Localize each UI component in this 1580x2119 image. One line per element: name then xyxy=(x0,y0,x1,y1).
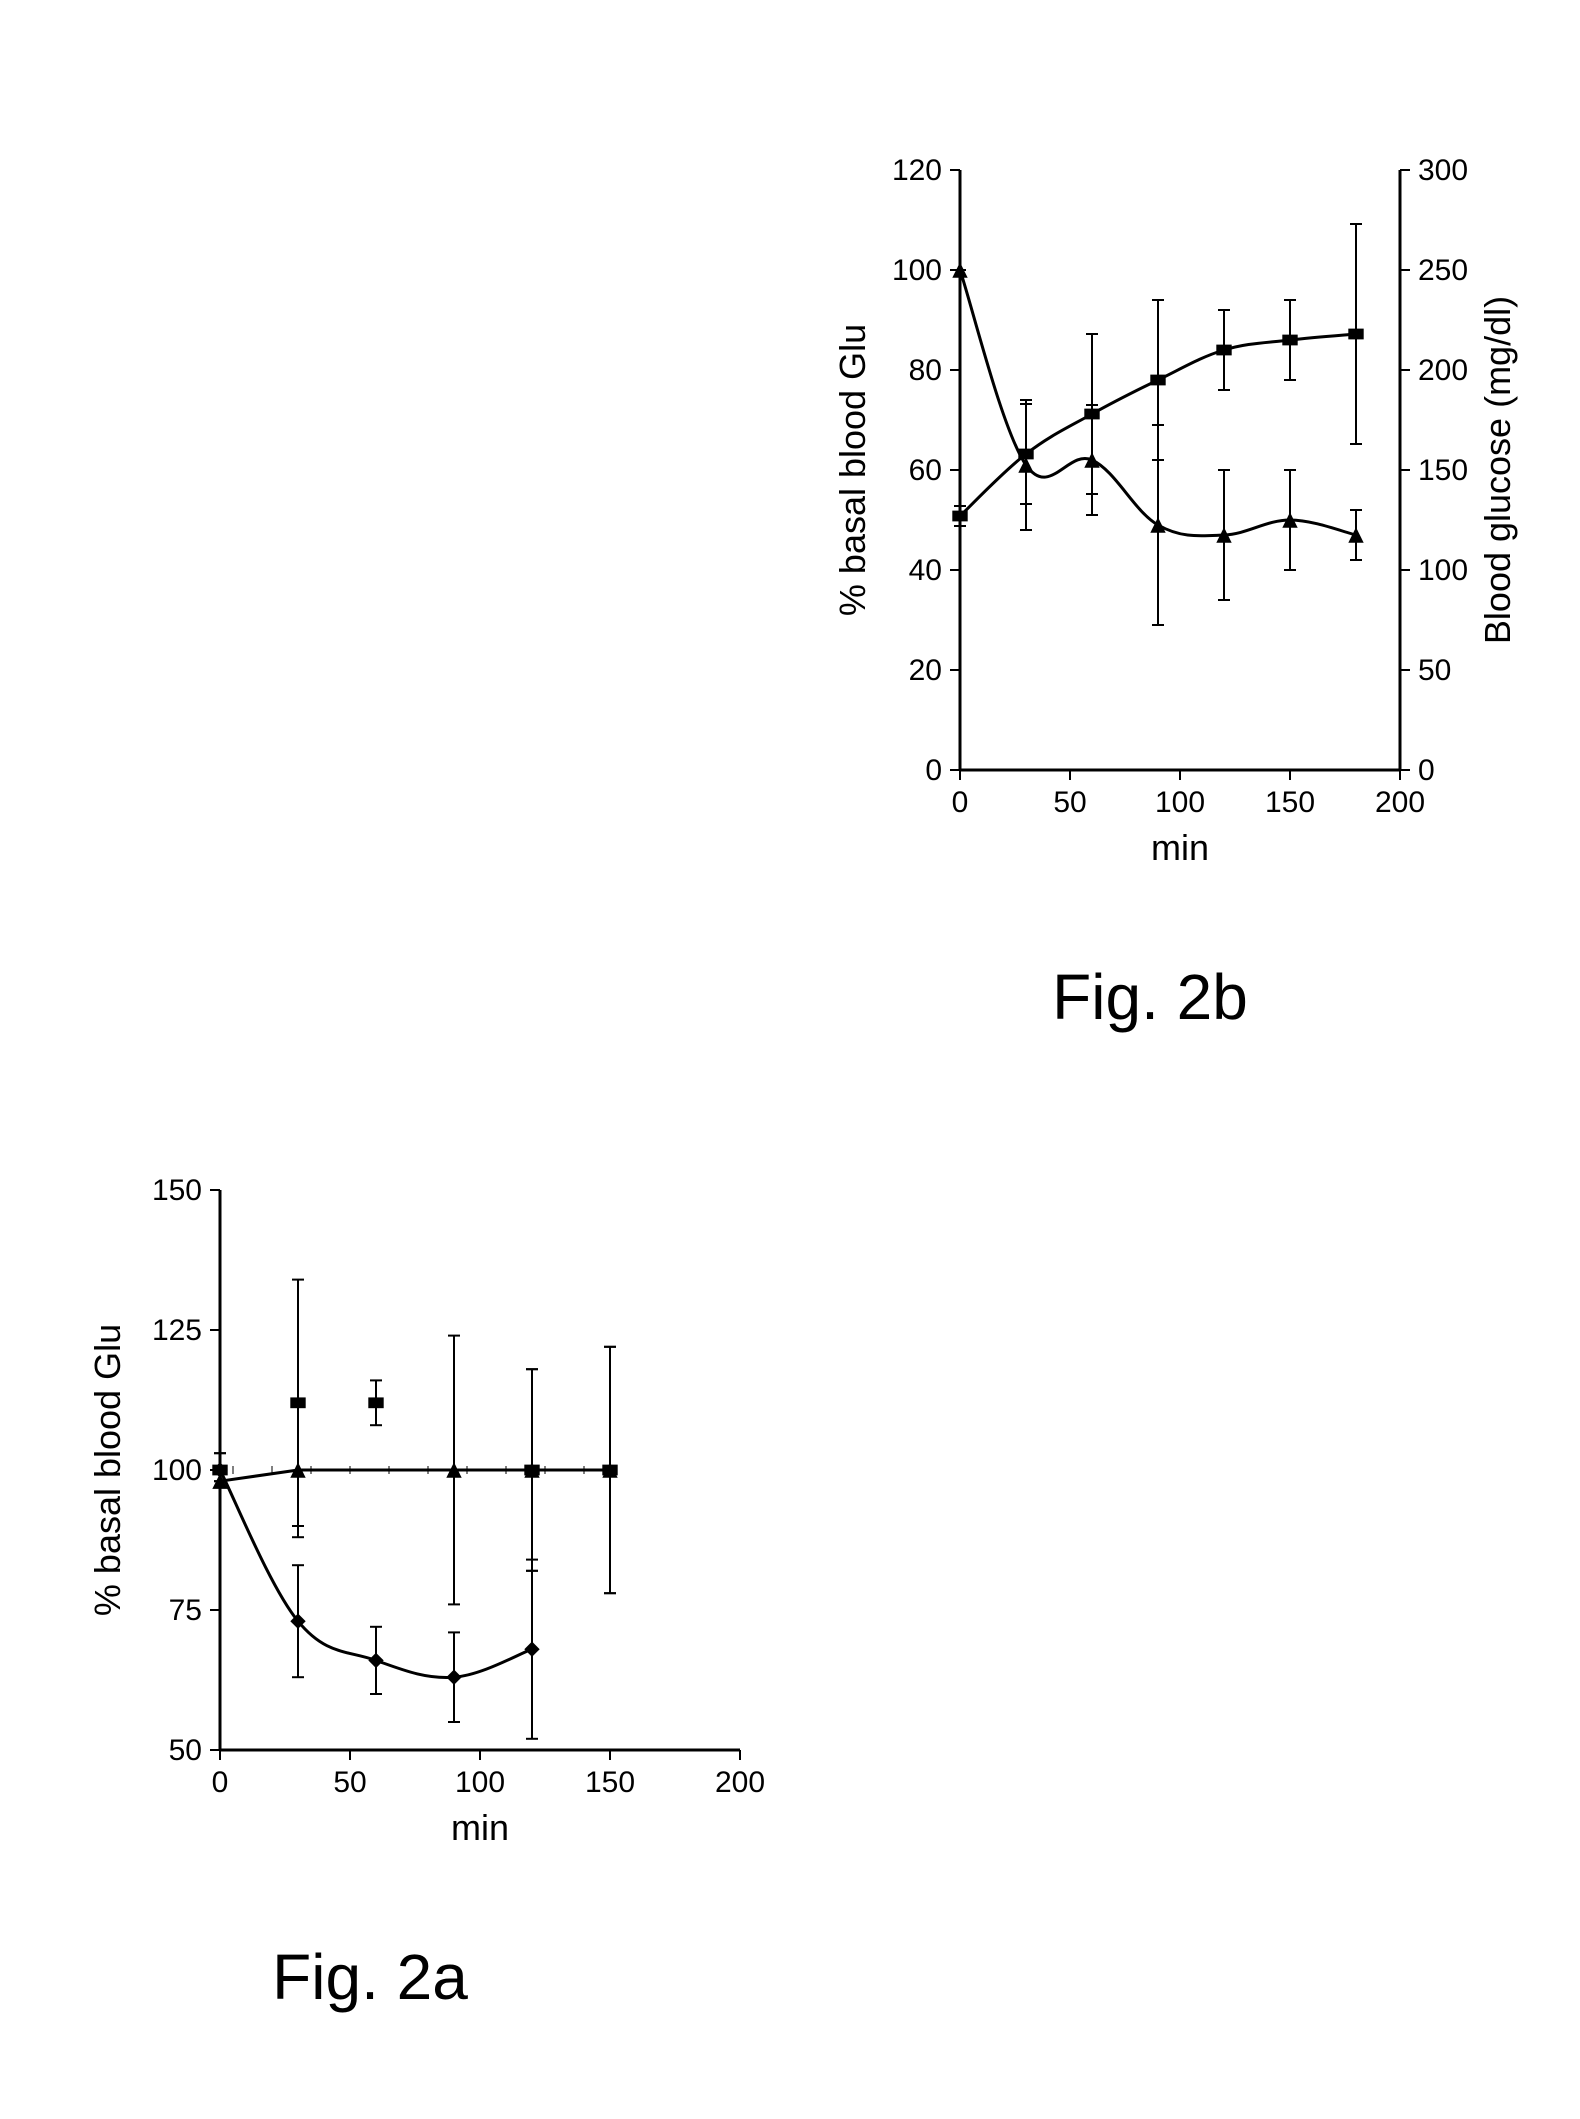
svg-text:50: 50 xyxy=(1053,786,1086,819)
svg-text:50: 50 xyxy=(169,1734,202,1767)
svg-text:0: 0 xyxy=(952,786,969,819)
figure-2a-panel: 0 50 100 150 200 50 75 100 125 150 min % basal bloo… xyxy=(80,1130,780,1870)
svg-text:60: 60 xyxy=(909,454,942,487)
svg-text:20: 20 xyxy=(909,654,942,687)
svg-text:% basal blood Glu: % basal blood Glu xyxy=(87,1324,128,1616)
svg-text:100: 100 xyxy=(892,254,942,287)
svg-text:0: 0 xyxy=(1418,754,1435,787)
svg-text:40: 40 xyxy=(909,554,942,587)
svg-text:100: 100 xyxy=(1155,786,1205,819)
caption-text: Fig. 2b xyxy=(1052,961,1248,1033)
svg-text:100: 100 xyxy=(152,1454,202,1487)
svg-text:200: 200 xyxy=(715,1766,765,1799)
svg-text:min: min xyxy=(451,1807,509,1848)
figure-2b-chart: 0501001502000204060801001200501001502002… xyxy=(830,110,1550,890)
svg-text:80: 80 xyxy=(909,354,942,387)
svg-text:250: 250 xyxy=(1418,254,1468,287)
svg-text:Blood glucose (mg/dl): Blood glucose (mg/dl) xyxy=(1477,296,1518,644)
svg-text:0: 0 xyxy=(925,754,942,787)
figure-2a-chart: 0 50 100 150 200 50 75 100 125 150 min % basal bloo… xyxy=(80,1130,780,1870)
svg-text:0: 0 xyxy=(212,1766,229,1799)
svg-text:75: 75 xyxy=(169,1594,202,1627)
svg-text:min: min xyxy=(1151,827,1209,868)
svg-text:300: 300 xyxy=(1418,154,1468,187)
figure-2b-caption: Fig. 2b xyxy=(1000,960,1300,1034)
svg-text:150: 150 xyxy=(152,1174,202,1207)
figure-2a-caption: Fig. 2a xyxy=(220,1940,520,2014)
svg-text:100: 100 xyxy=(455,1766,505,1799)
svg-text:120: 120 xyxy=(892,154,942,187)
figure-2b-panel: 0501001502000204060801001200501001502002… xyxy=(830,110,1550,890)
svg-text:50: 50 xyxy=(1418,654,1451,687)
svg-text:150: 150 xyxy=(585,1766,635,1799)
svg-text:200: 200 xyxy=(1375,786,1425,819)
svg-text:150: 150 xyxy=(1265,786,1315,819)
caption-text: Fig. 2a xyxy=(272,1941,468,2013)
svg-text:50: 50 xyxy=(333,1766,366,1799)
svg-text:200: 200 xyxy=(1418,354,1468,387)
svg-text:125: 125 xyxy=(152,1314,202,1347)
svg-text:% basal blood Glu: % basal blood Glu xyxy=(832,324,873,616)
svg-text:150: 150 xyxy=(1418,454,1468,487)
svg-text:100: 100 xyxy=(1418,554,1468,587)
